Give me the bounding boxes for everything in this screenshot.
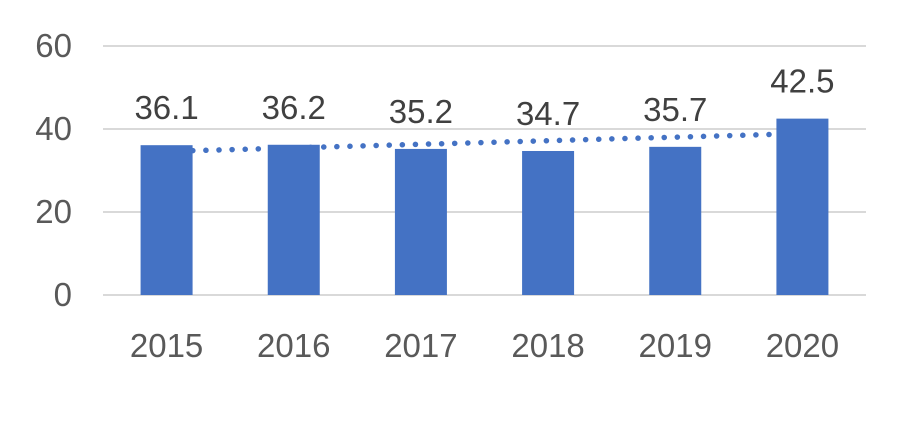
bar-2016 (267, 144, 320, 295)
x-axis-category-label: 2019 (639, 327, 712, 364)
bar-2019 (649, 146, 702, 295)
bar-2020 (776, 118, 829, 295)
x-axis-category-label: 2020 (766, 327, 839, 364)
y-axis-tick-label: 0 (54, 276, 72, 313)
bar-value-label: 42.5 (770, 63, 834, 100)
y-axis-tick-label: 20 (35, 193, 72, 230)
y-axis-tick-label: 60 (35, 27, 72, 64)
x-axis-category-label: 2016 (257, 327, 330, 364)
bar-value-label: 36.1 (134, 89, 198, 126)
x-axis-category-label: 2015 (130, 327, 203, 364)
bar-value-label: 35.2 (389, 93, 453, 130)
x-axis-category-label: 2017 (384, 327, 457, 364)
trendline (163, 130, 806, 155)
bar-value-label: 34.7 (516, 95, 580, 132)
bar-value-label: 35.7 (643, 91, 707, 128)
bar-value-label: 36.2 (262, 89, 326, 126)
bar-2015 (140, 145, 193, 295)
bar-2017 (394, 148, 447, 295)
x-axis-category-label: 2018 (511, 327, 584, 364)
y-axis-tick-label: 40 (35, 110, 72, 147)
bar-2018 (522, 150, 575, 295)
